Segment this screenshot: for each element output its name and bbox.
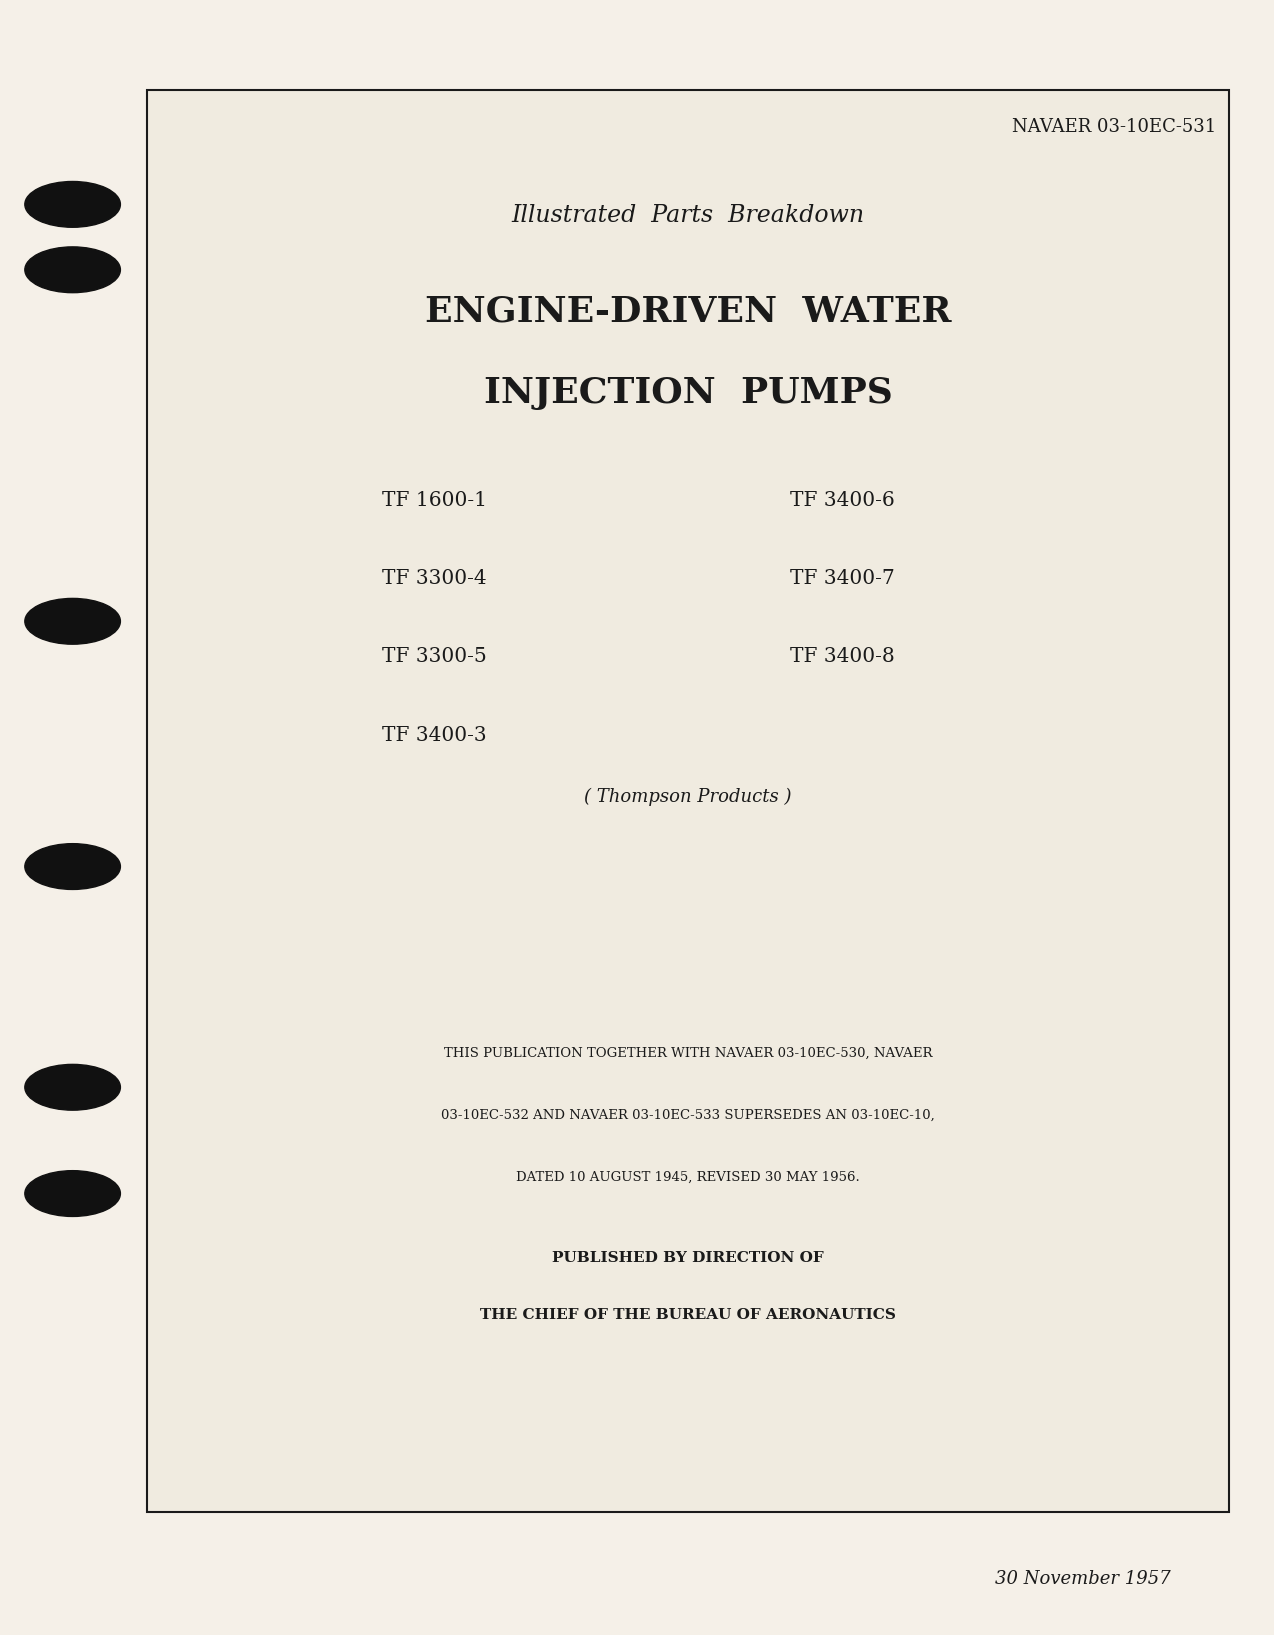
Text: Illustrated  Parts  Breakdown: Illustrated Parts Breakdown xyxy=(511,204,865,227)
Ellipse shape xyxy=(25,247,120,293)
Text: INJECTION  PUMPS: INJECTION PUMPS xyxy=(484,376,892,410)
Text: ( Thompson Products ): ( Thompson Products ) xyxy=(585,788,791,806)
Text: PUBLISHED BY DIRECTION OF: PUBLISHED BY DIRECTION OF xyxy=(552,1251,824,1265)
Text: 03-10EC-532 AND NAVAER 03-10EC-533 SUPERSEDES AN 03-10EC-10,: 03-10EC-532 AND NAVAER 03-10EC-533 SUPER… xyxy=(441,1109,935,1122)
Text: ENGINE-DRIVEN  WATER: ENGINE-DRIVEN WATER xyxy=(424,294,952,329)
Ellipse shape xyxy=(25,598,120,644)
Text: 30 November 1957: 30 November 1957 xyxy=(995,1570,1171,1588)
Text: TF 3400-8: TF 3400-8 xyxy=(790,647,894,667)
Ellipse shape xyxy=(25,844,120,889)
Text: TF 3400-7: TF 3400-7 xyxy=(790,569,894,589)
Text: THE CHIEF OF THE BUREAU OF AERONAUTICS: THE CHIEF OF THE BUREAU OF AERONAUTICS xyxy=(480,1308,896,1323)
Text: THIS PUBLICATION TOGETHER WITH NAVAER 03-10EC-530, NAVAER: THIS PUBLICATION TOGETHER WITH NAVAER 03… xyxy=(443,1046,933,1059)
Ellipse shape xyxy=(25,1064,120,1110)
Text: TF 3300-4: TF 3300-4 xyxy=(382,569,487,589)
FancyBboxPatch shape xyxy=(147,90,1229,1512)
Text: TF 3400-6: TF 3400-6 xyxy=(790,490,894,510)
Text: DATED 10 AUGUST 1945, REVISED 30 MAY 1956.: DATED 10 AUGUST 1945, REVISED 30 MAY 195… xyxy=(516,1171,860,1184)
Text: TF 3300-5: TF 3300-5 xyxy=(382,647,487,667)
Text: TF 3400-3: TF 3400-3 xyxy=(382,726,487,746)
Text: TF 1600-1: TF 1600-1 xyxy=(382,490,487,510)
Text: NAVAER 03-10EC-531: NAVAER 03-10EC-531 xyxy=(1013,118,1217,136)
Ellipse shape xyxy=(25,181,120,227)
Ellipse shape xyxy=(25,1171,120,1216)
